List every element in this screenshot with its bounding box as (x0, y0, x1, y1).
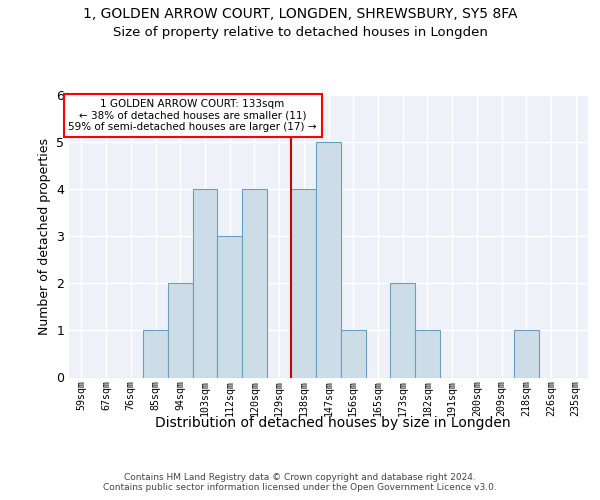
Bar (193, 189, 217, 378)
Text: Contains HM Land Registry data © Crown copyright and database right 2024.
Contai: Contains HM Land Registry data © Crown c… (103, 473, 497, 492)
Bar (415, 330, 440, 378)
Bar (341, 330, 365, 378)
Bar (390, 284, 415, 378)
Bar (514, 330, 539, 378)
Text: Distribution of detached houses by size in Longden: Distribution of detached houses by size … (155, 416, 511, 430)
Text: 1 GOLDEN ARROW COURT: 133sqm
← 38% of detached houses are smaller (11)
59% of se: 1 GOLDEN ARROW COURT: 133sqm ← 38% of de… (68, 99, 317, 132)
Bar (292, 189, 316, 378)
Bar (217, 236, 242, 378)
Bar (242, 189, 267, 378)
Text: 1, GOLDEN ARROW COURT, LONGDEN, SHREWSBURY, SY5 8FA: 1, GOLDEN ARROW COURT, LONGDEN, SHREWSBU… (83, 8, 517, 22)
Bar (316, 142, 341, 378)
Bar (168, 284, 193, 378)
Bar (143, 330, 168, 378)
Text: Size of property relative to detached houses in Longden: Size of property relative to detached ho… (113, 26, 487, 39)
Y-axis label: Number of detached properties: Number of detached properties (38, 138, 50, 335)
